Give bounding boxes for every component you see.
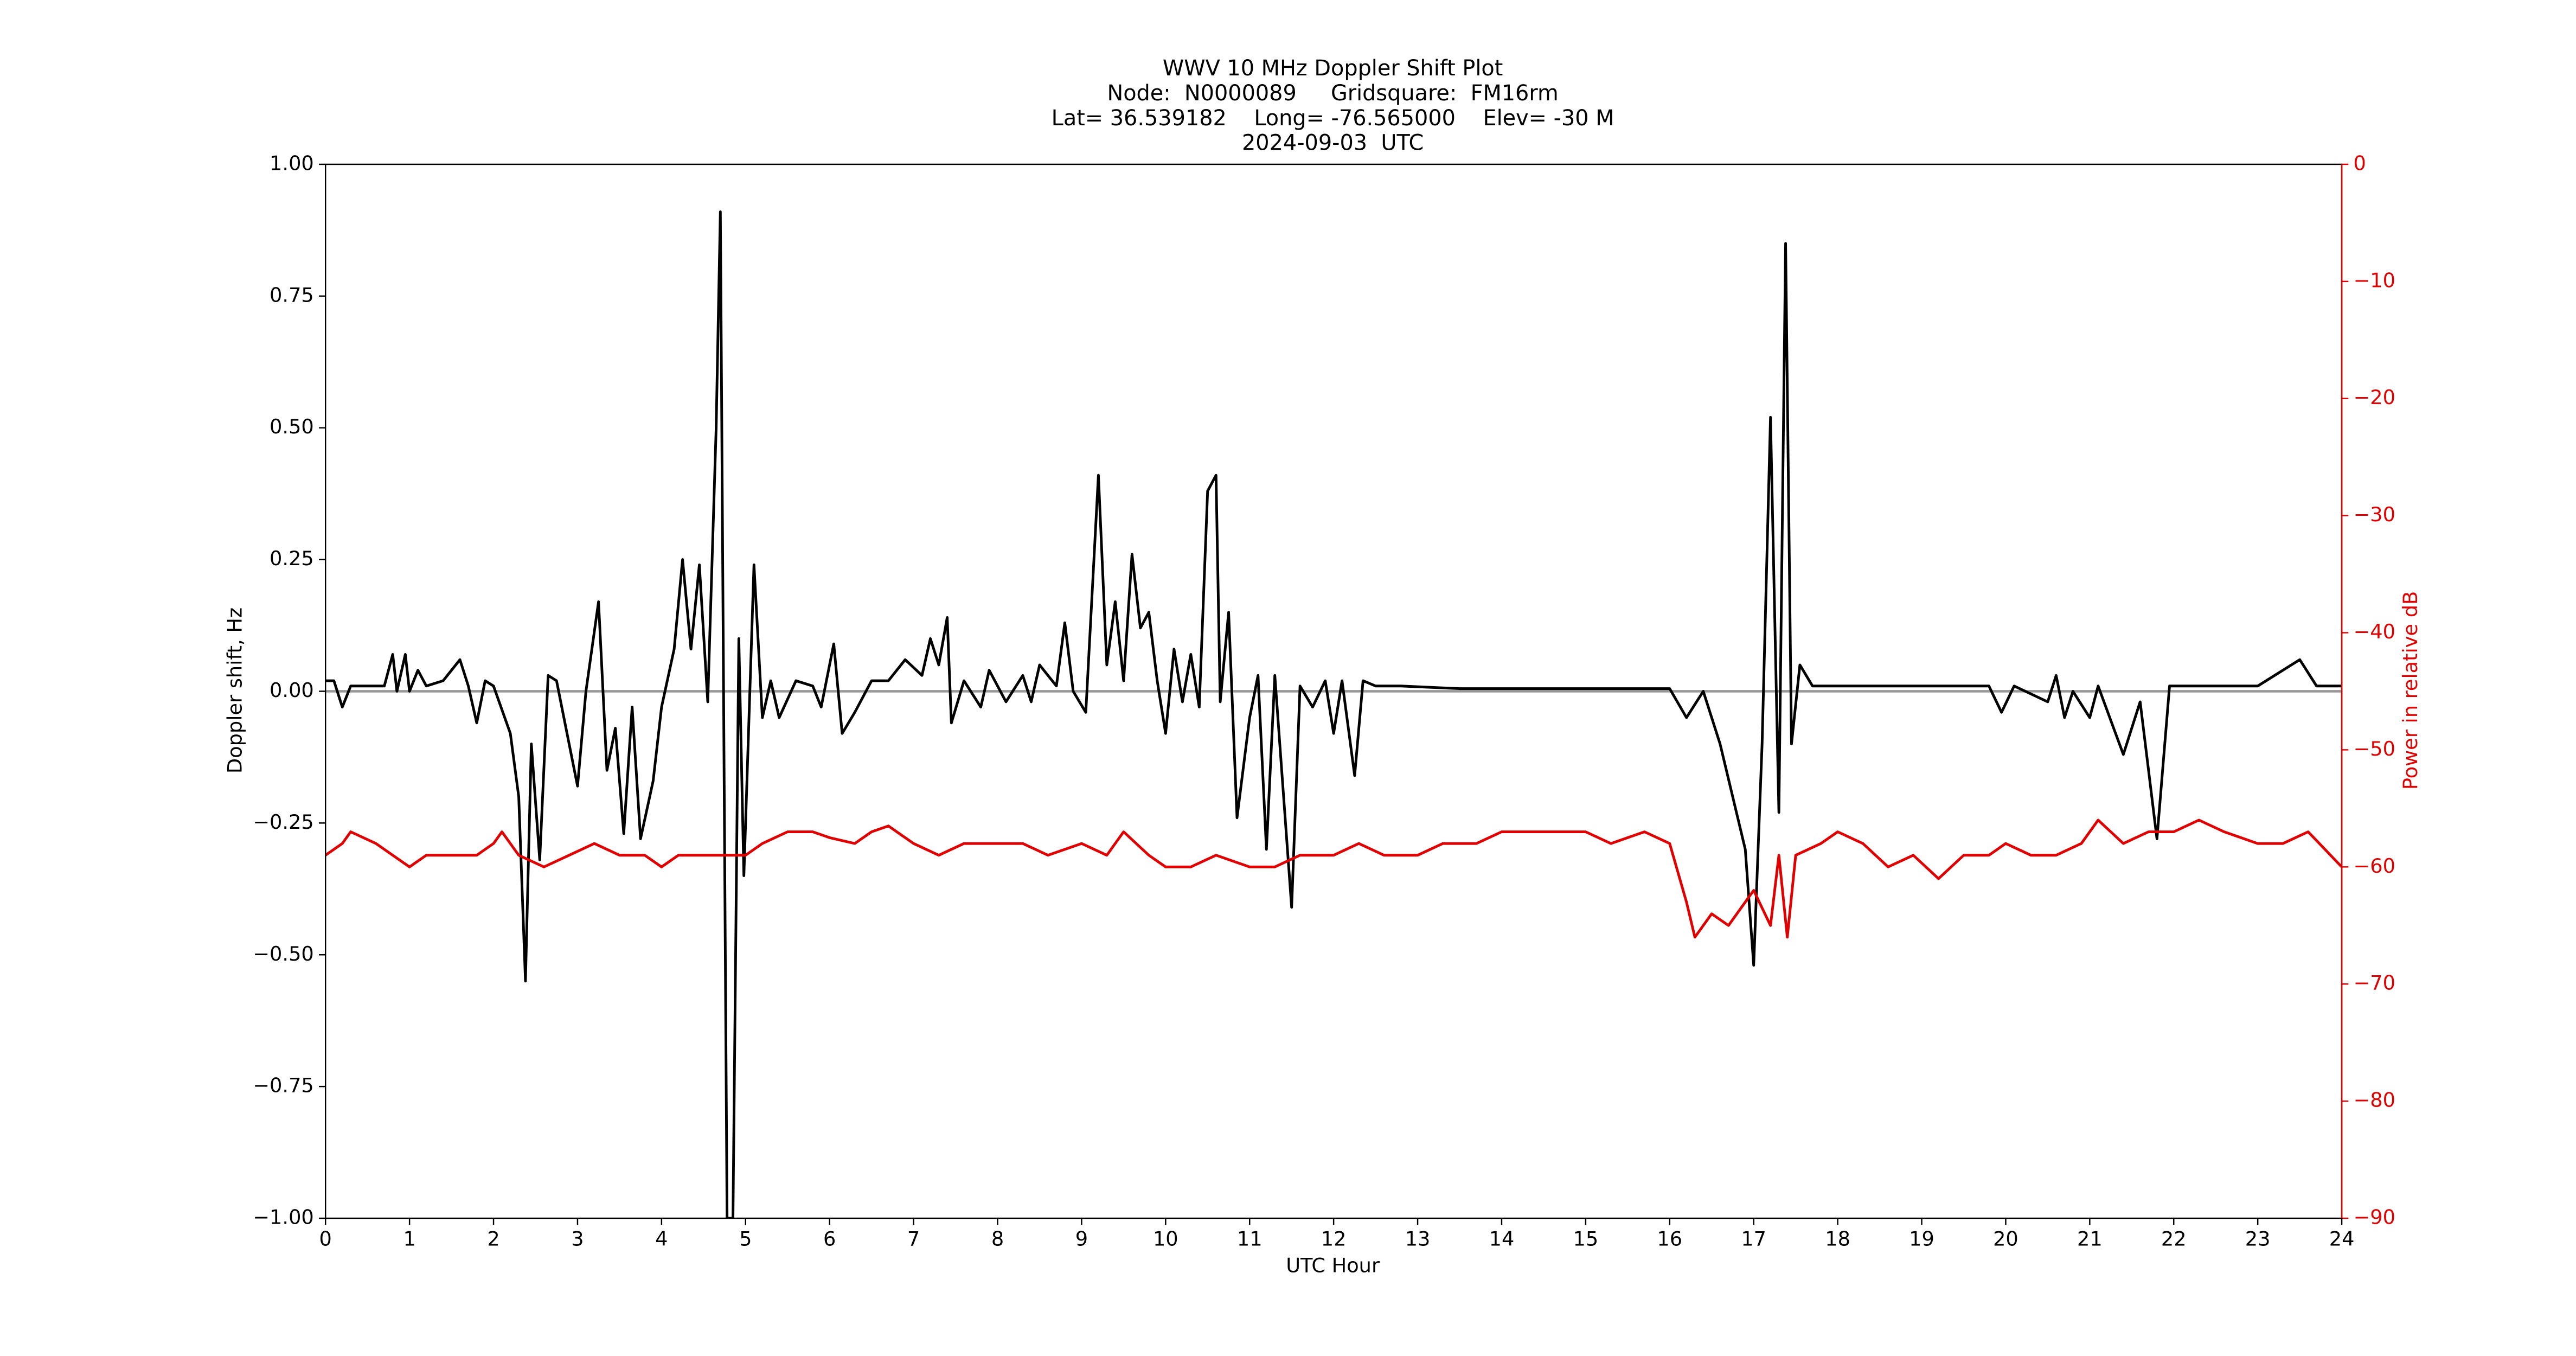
y2-tick-label: −60 <box>2354 854 2395 878</box>
y-tick-label: 0.75 <box>270 283 314 306</box>
x-tick-label: 4 <box>655 1227 668 1250</box>
x-tick-label: 1 <box>403 1227 415 1250</box>
y-tick-label: −0.75 <box>253 1074 313 1097</box>
x-tick-label: 13 <box>1405 1227 1431 1250</box>
y-tick-label: 0.50 <box>270 415 314 438</box>
x-tick-label: 11 <box>1237 1227 1263 1250</box>
x-tick-label: 19 <box>1909 1227 1934 1250</box>
x-tick-label: 23 <box>2245 1227 2271 1250</box>
y-tick-label: −0.25 <box>253 810 313 834</box>
y2-tick-label: 0 <box>2354 151 2366 175</box>
y2-tick-label: −50 <box>2354 737 2395 760</box>
x-tick-label: 15 <box>1573 1227 1599 1250</box>
chart-title: WWV 10 MHz Doppler Shift Plot <box>1163 56 1503 81</box>
x-tick-label: 0 <box>319 1227 332 1250</box>
x-tick-label: 20 <box>1993 1227 2018 1250</box>
y2-tick-label: −20 <box>2354 386 2395 409</box>
x-tick-label: 8 <box>991 1227 1004 1250</box>
y2-tick-label: −10 <box>2354 268 2395 292</box>
chart-subtitle: Lat= 36.539182 Long= -76.565000 Elev= -3… <box>1052 106 1614 131</box>
x-tick-label: 6 <box>823 1227 836 1250</box>
x-axis-label: UTC Hour <box>1286 1253 1380 1277</box>
x-tick-label: 2 <box>487 1227 499 1250</box>
y-axis-label: Doppler shift, Hz <box>223 607 246 773</box>
y-tick-label: −1.00 <box>253 1206 313 1229</box>
y2-tick-label: −70 <box>2354 971 2395 995</box>
y2-tick-label: −80 <box>2354 1089 2395 1112</box>
chart-subtitle: 2024-09-03 UTC <box>1242 131 1424 156</box>
x-tick-label: 14 <box>1489 1227 1515 1250</box>
x-tick-label: 3 <box>571 1227 584 1250</box>
x-tick-label: 5 <box>739 1227 752 1250</box>
y2-tick-label: −90 <box>2354 1206 2395 1229</box>
y-tick-label: −0.50 <box>253 942 313 965</box>
x-tick-label: 16 <box>1657 1227 1682 1250</box>
x-tick-label: 17 <box>1741 1227 1766 1250</box>
x-tick-label: 9 <box>1075 1227 1088 1250</box>
y-tick-label: 0.00 <box>270 679 314 702</box>
y-tick-label: 0.25 <box>270 547 314 570</box>
x-tick-label: 10 <box>1153 1227 1178 1250</box>
y2-tick-label: −40 <box>2354 620 2395 643</box>
y2-tick-label: −30 <box>2354 503 2395 526</box>
x-tick-label: 12 <box>1321 1227 1347 1250</box>
y2-axis-label: Power in relative dB <box>2399 591 2422 790</box>
data-line <box>325 210 2342 1219</box>
chart-subtitle: Node: N0000089 Gridsquare: FM16rm <box>1107 81 1558 106</box>
x-tick-label: 7 <box>907 1227 920 1250</box>
x-tick-label: 18 <box>1825 1227 1850 1250</box>
x-tick-label: 22 <box>2161 1227 2187 1250</box>
data-line <box>325 818 2342 939</box>
x-tick-label: 24 <box>2329 1227 2355 1250</box>
y-tick-label: 1.00 <box>270 151 314 175</box>
x-tick-label: 21 <box>2077 1227 2103 1250</box>
